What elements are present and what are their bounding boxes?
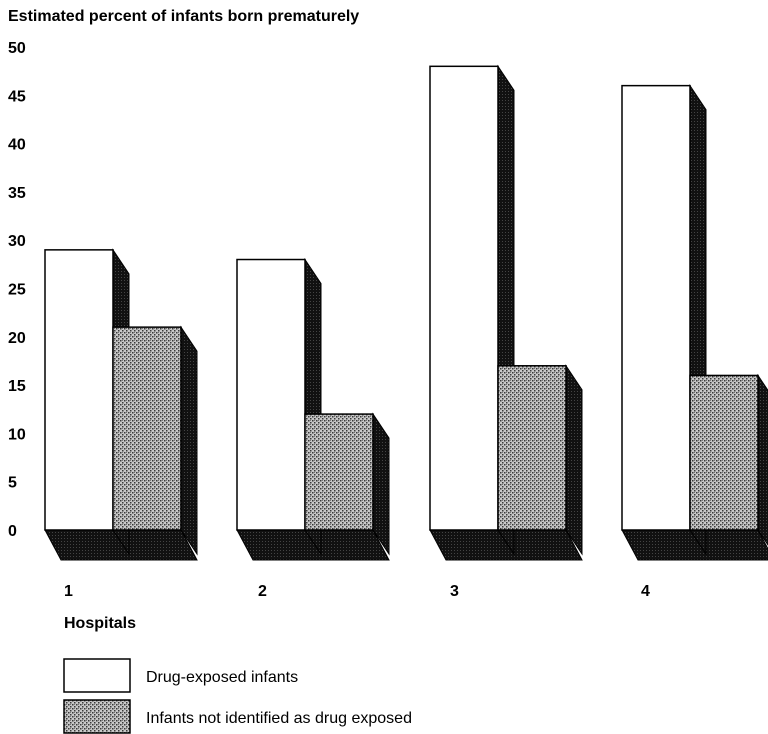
legend-label: Drug-exposed infants: [146, 669, 298, 686]
y-tick-label: 45: [8, 88, 26, 105]
bar-side-4-1: [757, 373, 768, 546]
bar-1-1: [112, 326, 182, 531]
y-tick-label: 25: [8, 282, 26, 299]
x-tick-label: 3: [450, 583, 459, 600]
x-axis-label: Hospitals: [64, 615, 136, 632]
y-tick-label: 40: [8, 137, 26, 154]
legend-swatch: [63, 658, 131, 693]
y-tick-label: 30: [8, 233, 26, 250]
y-tick-label: 0: [8, 523, 17, 540]
bar-2-0: [236, 258, 306, 531]
bar-side-2-1: [372, 412, 390, 556]
x-tick-label: 2: [258, 583, 267, 600]
bar-4-0: [621, 84, 691, 531]
legend-label: Infants not identified as drug exposed: [146, 710, 412, 727]
bars: [44, 64, 768, 561]
x-tick-label: 1: [64, 583, 73, 600]
y-axis-label: Estimated percent of infants born premat…: [8, 8, 359, 25]
bar-1-0: [44, 249, 114, 531]
y-tick-label: 10: [8, 426, 26, 443]
y-tick-label: 15: [8, 378, 26, 395]
y-tick-label: 20: [8, 330, 26, 347]
bar-3-0: [429, 65, 499, 531]
bar-side-3-1: [565, 364, 583, 556]
legend: Drug-exposed infants Infants not identifi…: [63, 658, 412, 734]
bar-2-1: [304, 413, 374, 531]
x-axis-ticks: 1 2 3 4: [64, 583, 650, 600]
y-axis-ticks: 0 5 10 15 20 25 30 35 40 45 50: [8, 40, 26, 540]
bar-3-1: [497, 365, 567, 531]
bar-side-1-1: [180, 325, 198, 556]
legend-swatch: [63, 699, 131, 734]
y-tick-label: 5: [8, 475, 17, 492]
y-tick-label: 35: [8, 185, 26, 202]
bar-4-1: [689, 374, 759, 531]
x-tick-label: 4: [641, 583, 650, 600]
y-tick-label: 50: [8, 40, 26, 57]
